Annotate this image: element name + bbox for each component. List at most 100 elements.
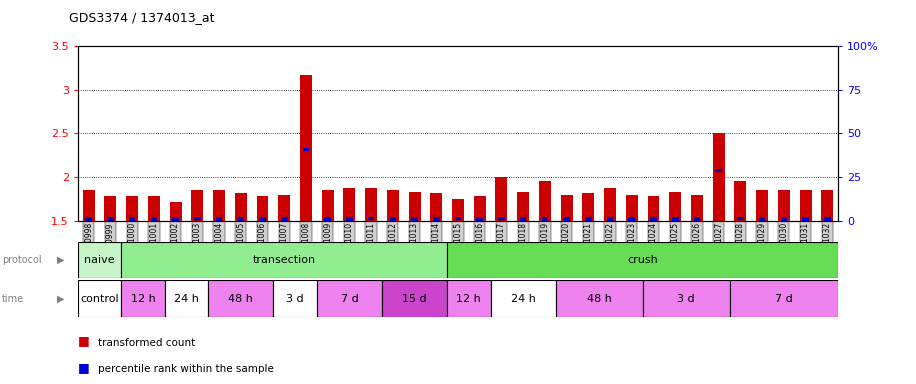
Bar bbox=[409, 192, 420, 221]
Text: ■: ■ bbox=[78, 361, 90, 374]
Bar bbox=[539, 182, 551, 221]
Text: 7 d: 7 d bbox=[775, 293, 792, 304]
Text: ▶: ▶ bbox=[57, 255, 64, 265]
Bar bbox=[346, 217, 353, 220]
Bar bbox=[85, 217, 92, 220]
Text: 12 h: 12 h bbox=[131, 293, 156, 304]
Bar bbox=[474, 196, 485, 221]
Text: percentile rank within the sample: percentile rank within the sample bbox=[98, 364, 274, 374]
Bar bbox=[541, 217, 548, 220]
Bar bbox=[322, 190, 333, 221]
Bar bbox=[737, 217, 744, 220]
Bar bbox=[191, 190, 203, 221]
Text: transection: transection bbox=[253, 255, 316, 265]
Bar bbox=[208, 280, 273, 317]
Bar bbox=[104, 196, 116, 221]
Bar bbox=[713, 134, 725, 221]
Text: protocol: protocol bbox=[2, 255, 41, 265]
Bar bbox=[758, 217, 766, 220]
Bar bbox=[628, 217, 635, 220]
Text: 15 d: 15 d bbox=[402, 293, 427, 304]
Text: control: control bbox=[81, 293, 119, 304]
Bar bbox=[121, 280, 165, 317]
Bar bbox=[324, 217, 331, 220]
Bar bbox=[693, 217, 700, 220]
Bar bbox=[317, 280, 382, 317]
Bar bbox=[433, 217, 440, 220]
Bar bbox=[172, 217, 179, 220]
Bar bbox=[281, 217, 288, 220]
Bar bbox=[563, 217, 570, 220]
Bar bbox=[756, 190, 769, 221]
Text: naive: naive bbox=[84, 255, 114, 265]
Bar bbox=[344, 188, 355, 221]
Bar bbox=[259, 217, 266, 220]
Bar bbox=[496, 177, 507, 221]
Bar bbox=[169, 202, 181, 221]
Bar bbox=[273, 280, 317, 317]
Bar bbox=[626, 195, 638, 221]
Bar bbox=[802, 217, 809, 220]
Bar bbox=[556, 280, 643, 317]
Bar bbox=[431, 193, 442, 221]
Bar bbox=[672, 217, 679, 220]
Bar bbox=[454, 217, 462, 220]
Bar bbox=[561, 195, 572, 221]
Text: time: time bbox=[2, 293, 24, 304]
Bar bbox=[194, 217, 201, 220]
Bar bbox=[824, 217, 831, 220]
Text: ■: ■ bbox=[78, 334, 90, 348]
Bar bbox=[498, 217, 505, 220]
Bar bbox=[643, 280, 729, 317]
Bar bbox=[518, 192, 529, 221]
Bar bbox=[107, 217, 114, 220]
Bar bbox=[150, 217, 158, 220]
Text: ▶: ▶ bbox=[57, 293, 64, 304]
Bar bbox=[452, 199, 464, 221]
Bar bbox=[82, 190, 94, 221]
Bar bbox=[389, 217, 396, 220]
Bar bbox=[606, 217, 614, 220]
Bar bbox=[650, 217, 657, 220]
Bar bbox=[447, 242, 838, 278]
Bar bbox=[278, 195, 290, 221]
Text: crush: crush bbox=[627, 255, 658, 265]
Bar bbox=[476, 217, 483, 220]
Bar bbox=[491, 280, 556, 317]
Text: 7 d: 7 d bbox=[341, 293, 358, 304]
Text: 3 d: 3 d bbox=[677, 293, 695, 304]
Bar bbox=[670, 192, 682, 221]
Bar bbox=[78, 242, 121, 278]
Text: 48 h: 48 h bbox=[228, 293, 253, 304]
Bar bbox=[715, 169, 722, 172]
Bar bbox=[778, 190, 790, 221]
Bar bbox=[368, 217, 375, 220]
Bar bbox=[234, 193, 246, 221]
Bar bbox=[447, 280, 491, 317]
Bar bbox=[387, 190, 398, 221]
Text: 12 h: 12 h bbox=[456, 293, 481, 304]
Bar bbox=[147, 196, 160, 221]
Bar bbox=[585, 217, 592, 220]
Bar bbox=[822, 190, 834, 221]
Bar bbox=[300, 75, 312, 221]
Bar bbox=[213, 190, 225, 221]
Bar bbox=[800, 190, 812, 221]
Bar bbox=[382, 280, 447, 317]
Bar bbox=[729, 280, 838, 317]
Text: transformed count: transformed count bbox=[98, 338, 195, 348]
Bar bbox=[302, 147, 310, 151]
Text: 24 h: 24 h bbox=[174, 293, 199, 304]
Bar bbox=[691, 195, 703, 221]
Bar bbox=[648, 196, 660, 221]
Text: 24 h: 24 h bbox=[511, 293, 536, 304]
Bar bbox=[604, 189, 616, 221]
Bar bbox=[126, 196, 138, 221]
Bar bbox=[129, 217, 136, 220]
Bar bbox=[78, 280, 121, 317]
Text: 48 h: 48 h bbox=[587, 293, 612, 304]
Bar bbox=[735, 182, 747, 221]
Bar bbox=[583, 193, 594, 221]
Bar bbox=[216, 217, 223, 220]
Bar bbox=[780, 217, 787, 220]
